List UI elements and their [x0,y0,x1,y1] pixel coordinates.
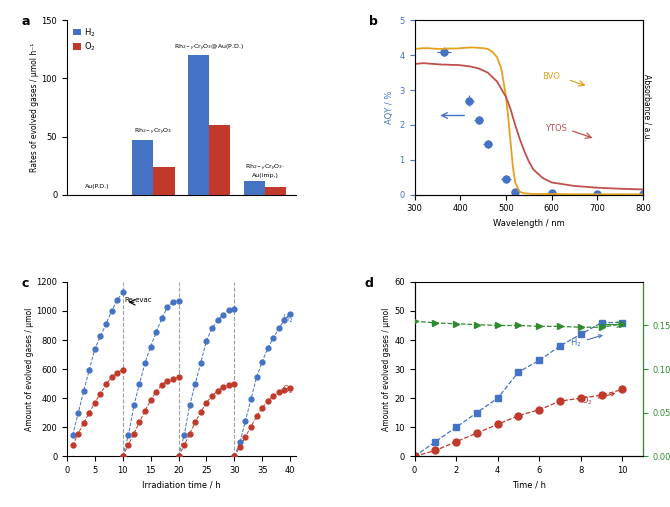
Bar [188,55,209,195]
Text: d: d [364,277,373,289]
Text: b: b [369,15,378,28]
Bar [209,125,230,195]
Bar [153,167,175,195]
Text: Rh$_{2-y}$Cr$_y$O$_3$@Au(P.D.): Rh$_{2-y}$Cr$_y$O$_3$@Au(P.D.) [174,43,245,53]
Text: O$_2$: O$_2$ [581,393,614,408]
Text: Re-evac: Re-evac [125,297,152,303]
Y-axis label: Amount of evolved gases / μmol: Amount of evolved gases / μmol [383,307,391,431]
X-axis label: Irradiation time / h: Irradiation time / h [142,481,220,490]
Text: Rh$_{2-y}$Cr$_y$O$_3$: Rh$_{2-y}$Cr$_y$O$_3$ [134,126,173,136]
Y-axis label: Absorbance / a.u.: Absorbance / a.u. [643,74,651,141]
Legend: H$_2$, O$_2$: H$_2$, O$_2$ [71,24,97,54]
Bar [132,140,153,195]
Text: a: a [21,15,29,28]
Text: c: c [21,277,29,289]
Text: H$_2$: H$_2$ [570,335,602,349]
Text: H$_2$: H$_2$ [281,313,293,325]
X-axis label: Time / h: Time / h [512,481,546,490]
Text: YTOS: YTOS [545,124,567,133]
Bar [244,180,265,195]
Y-axis label: Amount of evolved gases / μmol: Amount of evolved gases / μmol [25,307,34,431]
Text: O$_2$: O$_2$ [281,384,293,396]
Bar [265,187,286,195]
Text: BVO: BVO [543,71,561,81]
Text: Au(P.D.): Au(P.D.) [85,184,110,189]
X-axis label: Wavelength / nm: Wavelength / nm [493,219,565,228]
Text: Rh$_{2-y}$Cr$_y$O$_3$·
Au(imp.): Rh$_{2-y}$Cr$_y$O$_3$· Au(imp.) [245,162,285,178]
Y-axis label: Rates of evolved gases / μmol h⁻¹: Rates of evolved gases / μmol h⁻¹ [29,43,39,172]
Y-axis label: AQY / %: AQY / % [385,91,394,124]
